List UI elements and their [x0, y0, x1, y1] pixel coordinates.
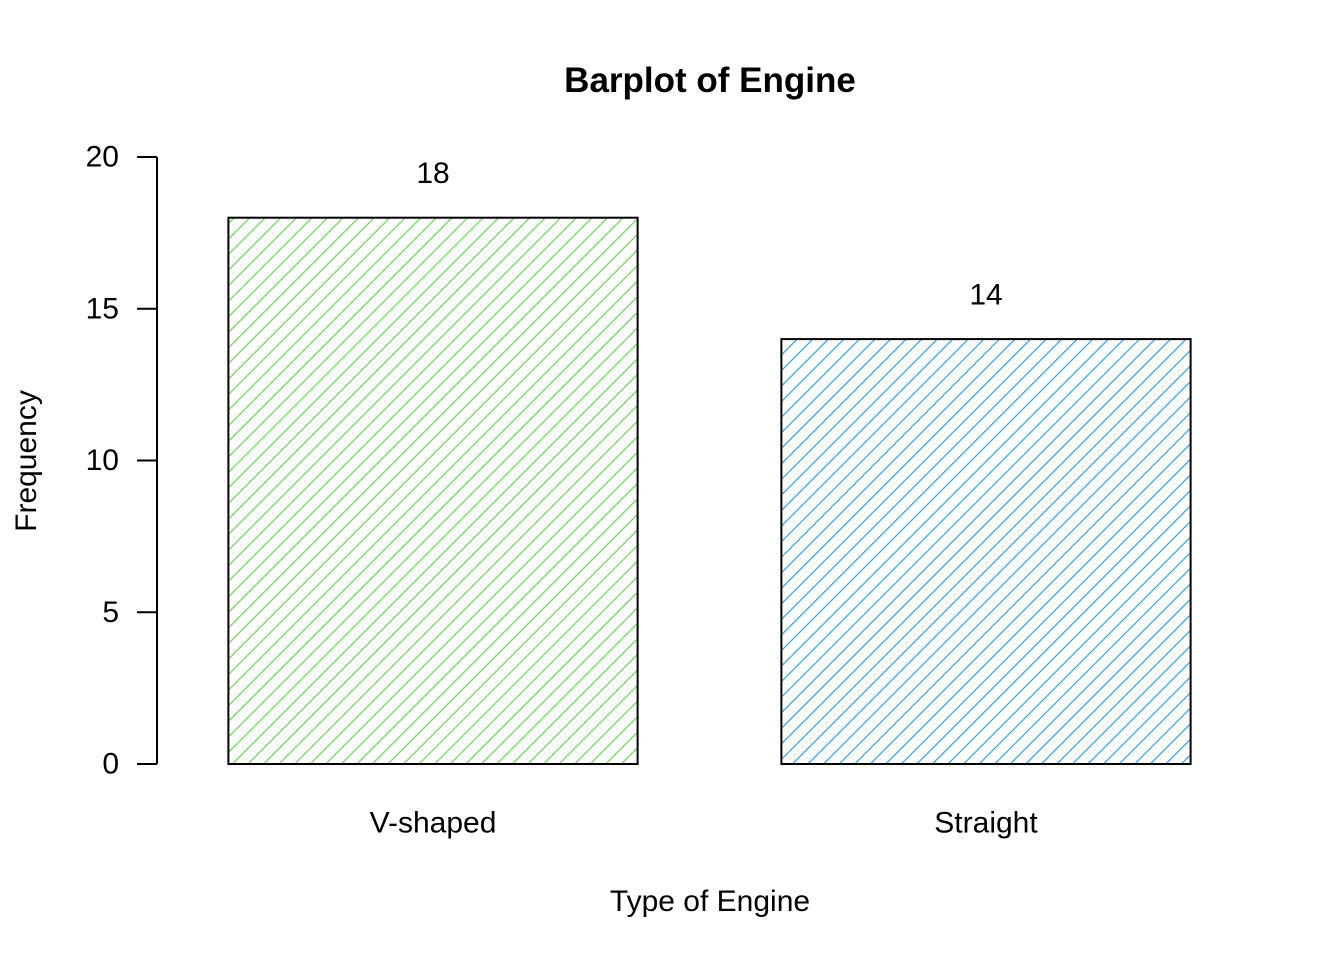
data-label: 18 [416, 157, 449, 190]
y-tick-label: 10 [86, 444, 119, 477]
y-tick-label: 5 [102, 596, 119, 629]
x-tick-label: Straight [934, 807, 1038, 840]
bar-straight [780, 338, 1192, 765]
x-tick-label: V-shaped [370, 807, 497, 840]
chart-title: Barplot of Engine [564, 61, 856, 100]
data-label: 14 [969, 279, 1002, 312]
x-axis-label: Type of Engine [610, 885, 810, 918]
x-tick-labels: V-shaped Straight [370, 807, 1039, 840]
bar-v-shaped [227, 216, 639, 765]
y-axis-label: Frequency [10, 390, 43, 532]
y-tick-label: 20 [86, 141, 119, 174]
y-tick-label: 15 [86, 292, 119, 325]
y-axis: 0 5 10 15 20 [86, 141, 158, 781]
y-tick-label: 0 [102, 748, 119, 781]
